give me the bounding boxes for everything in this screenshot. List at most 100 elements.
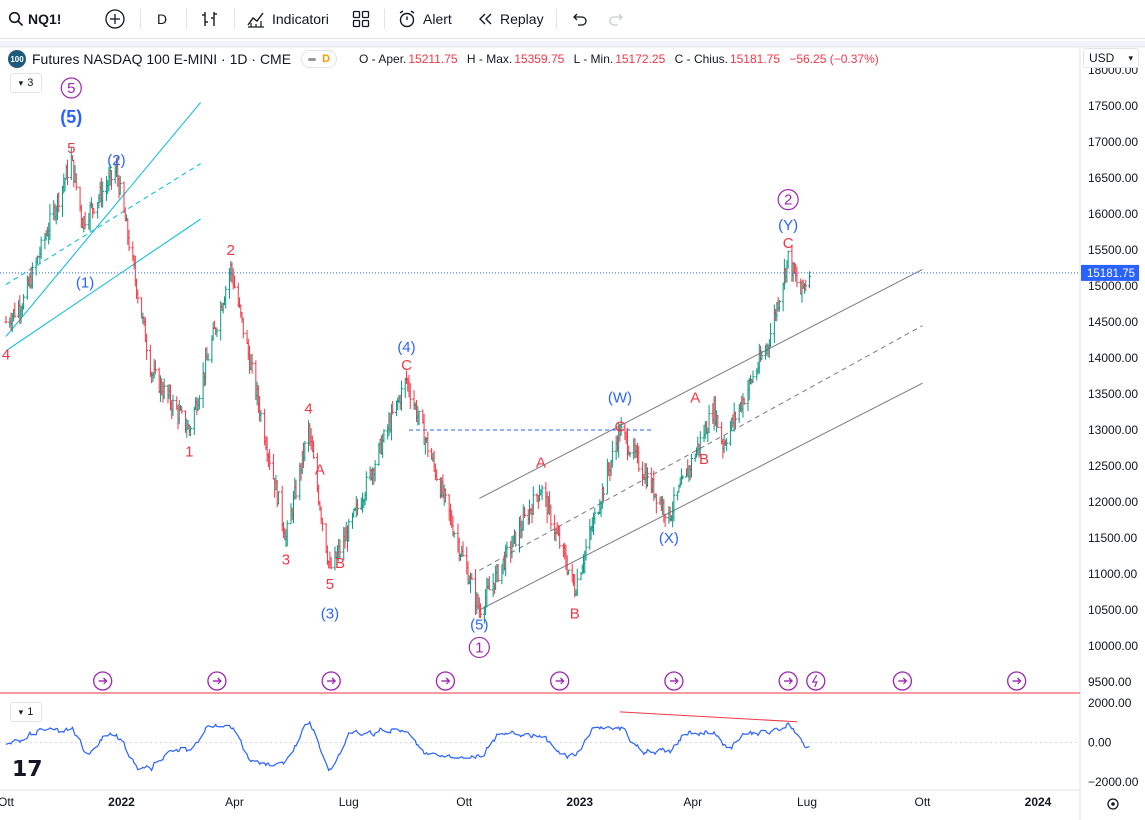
oscillator-count: 1 bbox=[27, 706, 34, 718]
ohlc-values: O - Aper. 15211.75 H - Max. 15359.75 L - M… bbox=[359, 52, 879, 66]
close-value: 15181.75 bbox=[729, 52, 781, 66]
wave-label[interactable]: (1) bbox=[76, 274, 94, 291]
settings-gear[interactable] bbox=[1107, 798, 1119, 810]
price-tick-label: 15500.00 bbox=[1088, 243, 1138, 257]
price-tick-label: 14000.00 bbox=[1088, 351, 1138, 365]
wave-label[interactable]: (X) bbox=[659, 530, 679, 547]
indicators-label: Indicatori bbox=[272, 11, 329, 27]
wave-label[interactable]: (W) bbox=[608, 390, 632, 407]
legend-status-pill[interactable]: D bbox=[301, 50, 338, 68]
price-badge-text: 15181.75 bbox=[1087, 268, 1135, 280]
price-tick-label: 12500.00 bbox=[1088, 459, 1138, 473]
undo-icon bbox=[573, 13, 587, 26]
wave-label[interactable]: A bbox=[690, 390, 700, 407]
cyan-channel-top[interactable] bbox=[5, 102, 201, 337]
add-symbol-icon bbox=[105, 9, 125, 29]
wave-label[interactable]: 1 bbox=[475, 639, 483, 656]
cyan-channel-bottom[interactable] bbox=[5, 218, 201, 352]
chart-top-border bbox=[0, 41, 1145, 47]
compare-symbol-button[interactable] bbox=[104, 0, 126, 38]
wave-labels: 5(5)5(2)(1)41234A5B(3)(4)C(5)1AB(W)CAB(X… bbox=[2, 77, 799, 659]
wave-label[interactable]: 5 bbox=[67, 80, 75, 97]
wave-label[interactable]: (Y) bbox=[778, 217, 798, 234]
symbol-search[interactable]: NQ1! bbox=[8, 0, 61, 38]
event-arrow-head bbox=[217, 677, 222, 685]
wave-label[interactable]: B bbox=[699, 451, 709, 468]
wave-label[interactable]: 4 bbox=[2, 346, 10, 363]
price-tick-label: 15000.00 bbox=[1088, 279, 1138, 293]
osc-tick-label: −2000.00 bbox=[1088, 775, 1139, 789]
replay-button[interactable]: Replay bbox=[476, 0, 544, 38]
grey-channel-top[interactable] bbox=[479, 268, 923, 499]
wave-label[interactable]: 2 bbox=[227, 242, 235, 259]
low-value: 15172.25 bbox=[615, 52, 666, 66]
toolbar-divider bbox=[140, 9, 141, 29]
wave-label[interactable]: (5) bbox=[470, 616, 488, 633]
wave-label[interactable]: 2 bbox=[784, 192, 792, 209]
wave-label[interactable]: (2) bbox=[107, 152, 125, 169]
gear-icon bbox=[1107, 798, 1119, 810]
interval-button[interactable]: D bbox=[157, 0, 167, 38]
earnings-marker-icon[interactable] bbox=[806, 671, 826, 691]
price-tick-label: 14500.00 bbox=[1088, 315, 1138, 329]
event-arrow-head bbox=[902, 677, 908, 685]
trend-channels bbox=[5, 102, 923, 723]
grey-channel-bottom[interactable] bbox=[479, 382, 923, 611]
wave-label[interactable]: C bbox=[783, 235, 794, 252]
wave-label[interactable]: C bbox=[401, 357, 412, 374]
price-tick-label: 13500.00 bbox=[1088, 387, 1138, 401]
currency-selector[interactable]: USD ▾ bbox=[1083, 48, 1139, 68]
lightning-icon bbox=[811, 674, 818, 688]
collapse-indicators-button[interactable]: ▾ 3 bbox=[10, 73, 42, 93]
tradingview-logo: 𝟭𝟳 bbox=[12, 756, 43, 781]
oscillator-line bbox=[5, 720, 810, 772]
alert-button[interactable]: Alert bbox=[397, 0, 452, 38]
top-toolbar: NQ1! D Indicatori Alert Replay bbox=[0, 0, 1145, 39]
search-icon bbox=[8, 11, 24, 27]
undo-button[interactable] bbox=[570, 0, 588, 38]
wave-label[interactable]: 5 bbox=[326, 576, 334, 593]
price-tick-label: 10500.00 bbox=[1088, 603, 1138, 617]
collapse-oscillator-button[interactable]: ▾ 1 bbox=[10, 702, 42, 722]
wave-label[interactable]: (4) bbox=[397, 339, 415, 356]
event-arrow-head bbox=[788, 677, 794, 685]
price-tick-label: 16000.00 bbox=[1088, 207, 1138, 221]
wave-label[interactable]: 1 bbox=[185, 444, 193, 461]
layout-button[interactable] bbox=[352, 0, 370, 38]
wave-label[interactable]: A bbox=[536, 454, 546, 471]
legend-title[interactable]: Futures NASDAQ 100 E-MINI · 1D · CME bbox=[32, 51, 292, 67]
grey-channel-mid[interactable] bbox=[479, 325, 923, 571]
wave-label[interactable]: (3) bbox=[321, 606, 339, 623]
redo-icon bbox=[609, 13, 623, 26]
chevron-down-icon: ▾ bbox=[18, 706, 24, 717]
indicators-button[interactable]: Indicatori bbox=[246, 0, 329, 38]
wave-label[interactable]: A bbox=[315, 462, 325, 479]
price-tick-label: 11500.00 bbox=[1088, 531, 1137, 545]
cyan-channel-mid[interactable] bbox=[5, 163, 201, 285]
wave-label[interactable]: 5 bbox=[67, 140, 75, 157]
price-tick-label: 10000.00 bbox=[1088, 639, 1138, 653]
high-value: 15359.75 bbox=[514, 52, 565, 66]
event-arrow-head bbox=[103, 677, 108, 685]
indicators-count: 3 bbox=[27, 77, 34, 89]
price-badge-bg bbox=[1081, 264, 1139, 281]
wave-label[interactable]: 4 bbox=[304, 400, 312, 417]
redo-button[interactable] bbox=[608, 0, 626, 38]
price-tick-label: 9500.00 bbox=[1088, 675, 1132, 689]
divergence-line[interactable] bbox=[619, 711, 797, 723]
toolbar-divider bbox=[556, 9, 557, 29]
time-tick-label: Ott bbox=[0, 795, 15, 809]
currency-label: USD bbox=[1089, 51, 1115, 65]
chart-type-button[interactable] bbox=[200, 0, 220, 38]
wave-label[interactable]: C bbox=[615, 418, 626, 435]
wave-label[interactable]: B bbox=[570, 606, 580, 623]
wave-label[interactable]: (5) bbox=[60, 107, 82, 127]
price-tick-label: 17000.00 bbox=[1088, 135, 1138, 149]
wave-label[interactable]: B bbox=[335, 555, 345, 572]
time-tick-label: Apr bbox=[683, 795, 702, 809]
price-tick-label: 16500.00 bbox=[1088, 171, 1138, 185]
time-tick-label: Lug bbox=[339, 795, 359, 809]
time-axis: Ott 2022 Apr Lug Ott 2023 Apr Lug Ott 2024 bbox=[0, 795, 1052, 809]
wave-label[interactable]: 3 bbox=[282, 552, 290, 569]
